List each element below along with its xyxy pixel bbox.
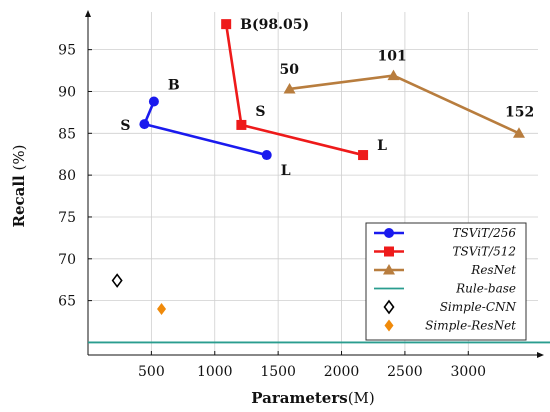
tick-labels: 500 1000 1500 2000 2500 3000 65 70 75 80 85 90 95 xyxy=(58,43,486,380)
series-tsvit-256-point xyxy=(139,119,150,130)
series-tsvit-256-line xyxy=(143,101,268,157)
grid-lines xyxy=(88,12,538,355)
series-tsvit-512-point xyxy=(358,150,369,161)
legend-swatch-marker xyxy=(383,299,395,315)
series-resnet xyxy=(283,69,525,138)
y-tick-label: 65 xyxy=(58,294,76,310)
point-labels: B S L B(98.05) S L 50 101 152 xyxy=(120,17,534,179)
x-tick-label: 2500 xyxy=(387,364,423,380)
legend-label: Simple-ResNet xyxy=(425,319,516,333)
legend-label: ResNet xyxy=(470,263,516,277)
series-tsvit-512 xyxy=(221,19,369,161)
legend-swatch-marker xyxy=(384,246,394,257)
legend-item-resnet: ResNet xyxy=(374,263,516,277)
y-tick-label: 95 xyxy=(58,43,76,59)
legend-item-rule-base: Rule-base xyxy=(374,282,516,296)
x-tick-label: 1500 xyxy=(260,364,296,380)
y-tick-label: 85 xyxy=(58,126,76,142)
series-tsvit-256-point xyxy=(261,150,272,161)
point-label: S xyxy=(120,118,130,134)
series-simple-cnn xyxy=(111,273,123,288)
legend-item-simple-resnet: Simple-ResNet xyxy=(384,319,516,333)
y-tick-label: 80 xyxy=(58,168,76,184)
axes xyxy=(85,10,544,358)
legend-label: TSViT/256 xyxy=(453,226,517,240)
point-label: B xyxy=(168,78,180,94)
y-axis-arrow xyxy=(85,10,91,17)
point-label: 50 xyxy=(280,62,300,78)
x-tick-label: 1000 xyxy=(197,364,233,380)
legend-item-simple-cnn: Simple-CNN xyxy=(383,299,517,315)
x-axis-arrow xyxy=(537,352,544,358)
series-tsvit-512-point xyxy=(221,19,232,30)
series-tsvit-256-point xyxy=(148,96,159,107)
x-tick-label: 3000 xyxy=(450,364,486,380)
series-resnet-point xyxy=(512,127,525,138)
series-resnet-point xyxy=(283,82,296,94)
legend-item-tsvit-256: TSViT/256 xyxy=(374,226,516,240)
series-simple-resnet-point xyxy=(157,302,167,315)
legend-swatch-marker xyxy=(384,228,394,238)
series-tsvit-512-point xyxy=(236,119,247,130)
legend: TSViT/256 TSViT/512 ResNet Rule-base Simple-… xyxy=(365,222,527,341)
legend-label: Rule-base xyxy=(455,282,516,296)
point-label: L xyxy=(281,163,291,179)
legend-swatch-marker xyxy=(384,319,394,332)
y-axis-title: Recall (%) xyxy=(10,145,28,228)
series-resnet-point xyxy=(387,69,400,81)
y-tick-label: 70 xyxy=(58,252,76,268)
y-tick-label: 75 xyxy=(58,210,76,226)
x-tick-label: 500 xyxy=(138,364,165,380)
point-label: 101 xyxy=(377,49,406,65)
point-label: S xyxy=(255,104,265,120)
legend-label: Simple-CNN xyxy=(440,300,517,314)
legend-item-tsvit-512: TSViT/512 xyxy=(374,245,516,259)
legend-swatch-marker xyxy=(383,264,395,275)
series-resnet-line xyxy=(289,74,520,135)
series-simple-cnn-point xyxy=(111,273,123,288)
series-tsvit-256 xyxy=(139,96,272,161)
point-label: 152 xyxy=(505,104,534,120)
series-simple-resnet xyxy=(157,302,167,315)
data-series xyxy=(88,19,550,344)
x-tick-label: 2000 xyxy=(324,364,360,380)
x-axis-title: Parameters(M) xyxy=(251,389,375,407)
legend-label: TSViT/512 xyxy=(453,245,516,259)
point-label: B(98.05) xyxy=(240,17,309,33)
legend-box xyxy=(365,222,527,341)
y-tick-label: 90 xyxy=(58,84,76,100)
point-label: L xyxy=(377,138,387,154)
